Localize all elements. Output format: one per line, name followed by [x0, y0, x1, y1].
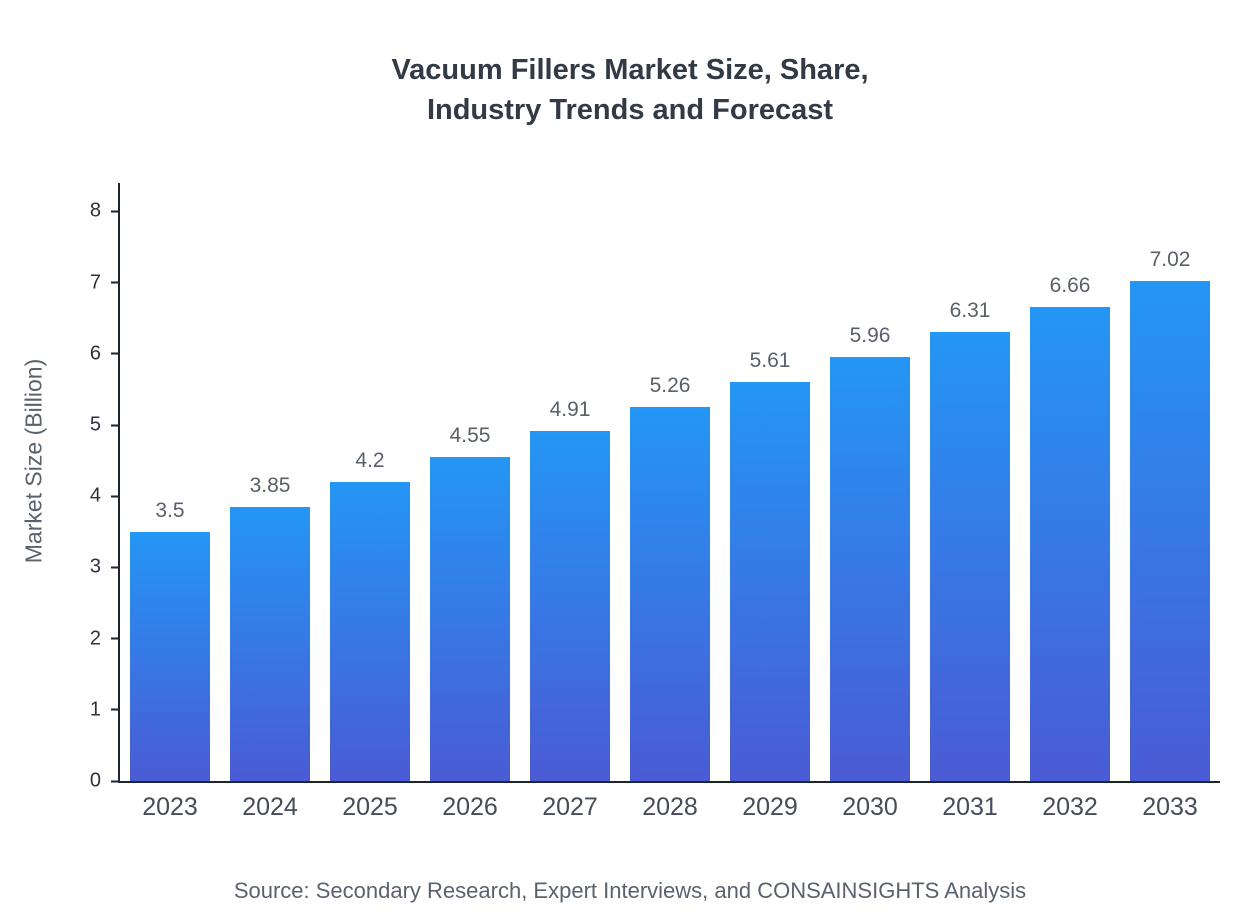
- y-tick-label: 6: [89, 342, 101, 365]
- bar-value-label: 7.02: [1149, 248, 1191, 272]
- bar-slot: 5.96: [820, 183, 920, 781]
- x-tick-label: 2032: [1042, 793, 1098, 821]
- plot-area: 3.5 3.85 4.2 4.55 4.91 5.26 5.61 5.96 6.31 6.66 7.…: [90, 183, 1220, 821]
- x-axis-labels: 2023 2024 2025 2026 2027 2028 2029 2030 2031 2032…: [120, 793, 1220, 822]
- bar: 6.31: [930, 299, 1010, 781]
- y-tick: 7: [90, 271, 120, 294]
- bar: 5.61: [730, 349, 810, 781]
- y-tick-label: 8: [89, 199, 101, 222]
- bar-slot: 4.55: [420, 183, 520, 781]
- bar-value-label: 3.5: [155, 498, 185, 522]
- x-tick-label: 2027: [542, 793, 598, 821]
- x-tick-label: 2025: [342, 793, 398, 821]
- y-tick-mark: [111, 708, 120, 711]
- bar: 5.26: [630, 374, 710, 781]
- y-tick-label: 2: [89, 627, 101, 650]
- y-tick: 2: [90, 627, 120, 650]
- bar-slot: 5.61: [720, 183, 820, 781]
- y-tick-label: 3: [89, 555, 101, 578]
- bar-slot: 4.2: [320, 183, 420, 781]
- y-tick-mark: [111, 210, 120, 213]
- bar: 5.96: [830, 324, 910, 781]
- bar: 3.85: [230, 474, 310, 781]
- bar-value-label: 3.85: [249, 473, 291, 497]
- bar-value-label: 5.61: [749, 348, 791, 372]
- bar-value-label: 4.55: [449, 424, 491, 448]
- bar: 4.91: [530, 398, 610, 781]
- x-tick-label: 2029: [742, 793, 798, 821]
- bar-value-label: 4.2: [355, 449, 385, 472]
- bar: 4.2: [330, 449, 410, 781]
- bar-value-label: 5.26: [649, 373, 691, 397]
- y-tick-mark: [111, 352, 120, 355]
- x-tick-label: 2031: [942, 793, 998, 821]
- bar-value-label: 6.31: [949, 298, 991, 322]
- bar-slot: 6.31: [920, 183, 1020, 781]
- x-tick-label: 2033: [1142, 793, 1198, 821]
- bar-slot: 4.91: [520, 183, 620, 781]
- y-tick-mark: [111, 780, 120, 782]
- bar-slot: 3.85: [220, 183, 320, 781]
- y-axis-title: Market Size (Billion): [20, 358, 47, 564]
- x-tick-label: 2030: [842, 793, 898, 821]
- y-tick-mark: [111, 637, 120, 640]
- y-tick-label: 0: [89, 769, 101, 792]
- source-text: Source: Secondary Research, Expert Inter…: [233, 878, 1027, 903]
- x-tick-label: 2026: [442, 793, 498, 821]
- y-tick: 0: [90, 770, 120, 793]
- bar: 7.02: [1130, 248, 1210, 781]
- y-tick-label: 1: [89, 698, 101, 721]
- y-tick-mark: [111, 281, 120, 284]
- y-tick: 5: [90, 414, 120, 437]
- bar-slot: 5.26: [620, 183, 720, 781]
- bar: 4.55: [430, 424, 510, 781]
- y-tick-mark: [111, 424, 120, 427]
- y-tick: 3: [90, 556, 120, 579]
- y-tick-label: 4: [89, 484, 101, 507]
- y-tick: 8: [90, 200, 120, 223]
- bar-value-label: 4.91: [549, 398, 591, 422]
- y-tick-label: 5: [89, 413, 101, 436]
- bar-value-label: 6.66: [1049, 273, 1091, 297]
- x-tick-label: 2028: [642, 793, 698, 821]
- y-tick: 6: [90, 342, 120, 365]
- bar: 3.5: [130, 499, 210, 781]
- chart-title-line1: Vacuum Fillers Market Size, Share,: [391, 54, 869, 86]
- bar-slot: 7.02: [1120, 183, 1220, 781]
- x-tick-label: 2024: [242, 793, 298, 821]
- bar-value-label: 5.96: [849, 323, 891, 347]
- y-tick-label: 7: [89, 271, 101, 294]
- y-tick-mark: [111, 495, 120, 498]
- bars: 3.5 3.85 4.2 4.55 4.91 5.26 5.61 5.96 6.31 6.66 7.…: [120, 183, 1220, 781]
- bar: 6.66: [1030, 274, 1110, 781]
- y-tick: 4: [90, 485, 120, 508]
- chart-title-line2: Industry Trends and Forecast: [426, 94, 834, 126]
- bar-slot: 6.66: [1020, 183, 1120, 781]
- bar-slot: 3.5: [120, 183, 220, 781]
- y-tick-mark: [111, 566, 120, 569]
- x-tick-label: 2023: [142, 793, 198, 821]
- chart-title: Vacuum Fillers Market Size, Share, Indus…: [0, 50, 1260, 130]
- y-tick: 1: [90, 698, 120, 721]
